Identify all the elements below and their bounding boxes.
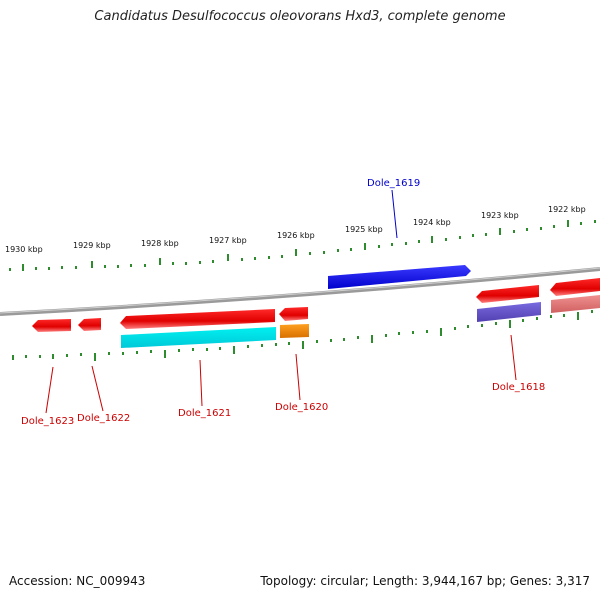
scale-label-1923: 1923 kbp — [481, 211, 519, 220]
gene-dole-1621[interactable] — [120, 309, 275, 329]
leader-dole-1623 — [45, 366, 54, 414]
label-dole-1622[interactable]: Dole_1622 — [77, 413, 130, 424]
scale-label-1927: 1927 kbp — [209, 236, 247, 245]
gene-dole-1623[interactable] — [32, 319, 71, 332]
lower-scale-ticks — [12, 310, 593, 361]
cds-dole-1621[interactable] — [121, 327, 276, 348]
leader-dole-1621 — [199, 359, 203, 407]
cds-dole-1618[interactable] — [477, 302, 541, 322]
map-title: Candidatus Desulfococcus oleovorans Hxd3… — [94, 9, 506, 24]
label-dole-1623[interactable]: Dole_1623 — [21, 416, 74, 427]
scale-label-1928: 1928 kbp — [141, 239, 179, 248]
scale-label-1930: 1930 kbp — [5, 245, 43, 254]
genome-backbone — [0, 267, 600, 316]
scale-label-1926: 1926 kbp — [277, 231, 315, 240]
gene-dole-1619[interactable] — [328, 265, 471, 289]
gene-dole-1617[interactable] — [550, 278, 600, 296]
gene-dole-1618[interactable] — [476, 285, 539, 303]
leader-dole-1619 — [391, 189, 398, 239]
scale-label-1922: 1922 kbp — [548, 205, 586, 214]
upper-scale-ticks — [9, 220, 596, 271]
scale-label-1929: 1929 kbp — [73, 241, 111, 250]
accession-text: Accession: NC_009943 — [9, 574, 146, 588]
label-dole-1621[interactable]: Dole_1621 — [178, 408, 231, 419]
scale-label-1924: 1924 kbp — [413, 218, 451, 227]
label-dole-1618[interactable]: Dole_1618 — [492, 382, 545, 393]
scale-label-1925: 1925 kbp — [345, 225, 383, 234]
cds-dole-1617[interactable] — [551, 295, 600, 313]
leader-dole-1620 — [295, 353, 301, 401]
cds-dole-1620[interactable] — [280, 324, 309, 338]
gene-dole-1620[interactable] — [279, 307, 308, 321]
genome-summary-text: Topology: circular; Length: 3,944,167 bp… — [260, 574, 590, 588]
label-dole-1619[interactable]: Dole_1619 — [367, 178, 420, 189]
leader-dole-1618 — [510, 334, 517, 381]
gene-dole-1622[interactable] — [78, 318, 101, 331]
leader-dole-1622 — [91, 365, 104, 412]
label-dole-1620[interactable]: Dole_1620 — [275, 402, 328, 413]
